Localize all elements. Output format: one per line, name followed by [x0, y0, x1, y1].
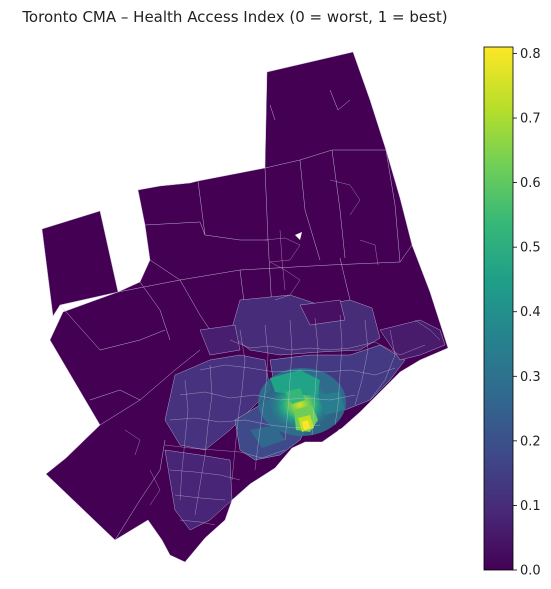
colorbar-tick-label: 0.8	[520, 47, 541, 62]
municipal-boundaries	[59, 89, 413, 541]
tract-mesh	[124, 179, 441, 526]
colorbar-tick-label: 0.5	[520, 241, 541, 256]
colorbar-tick-label: 0.1	[520, 499, 541, 514]
tracts-urban-core	[250, 368, 346, 448]
colorbar-tick-label: 0.3	[520, 370, 541, 385]
colorbar-tick-label: 0.2	[520, 434, 541, 449]
colorbar-gradient	[483, 46, 514, 571]
lake-shore-gaps	[295, 232, 356, 452]
map-title: Toronto CMA – Health Access Index (0 = w…	[22, 8, 448, 26]
colorbar-tick-label: 0.0	[520, 564, 541, 579]
colorbar-tick-label: 0.7	[520, 112, 541, 127]
colorbar-tick-label: 0.4	[520, 305, 541, 320]
colorbar-tick-label: 0.6	[520, 176, 541, 191]
colorbar-ticks: 0.0 0.1 0.2 0.3 0.4 0.5 0.6 0.7 0.8	[513, 47, 541, 579]
colorbar: 0.0 0.1 0.2 0.3 0.4 0.5 0.6 0.7 0.8	[483, 46, 541, 579]
region-west-block	[41, 210, 119, 317]
